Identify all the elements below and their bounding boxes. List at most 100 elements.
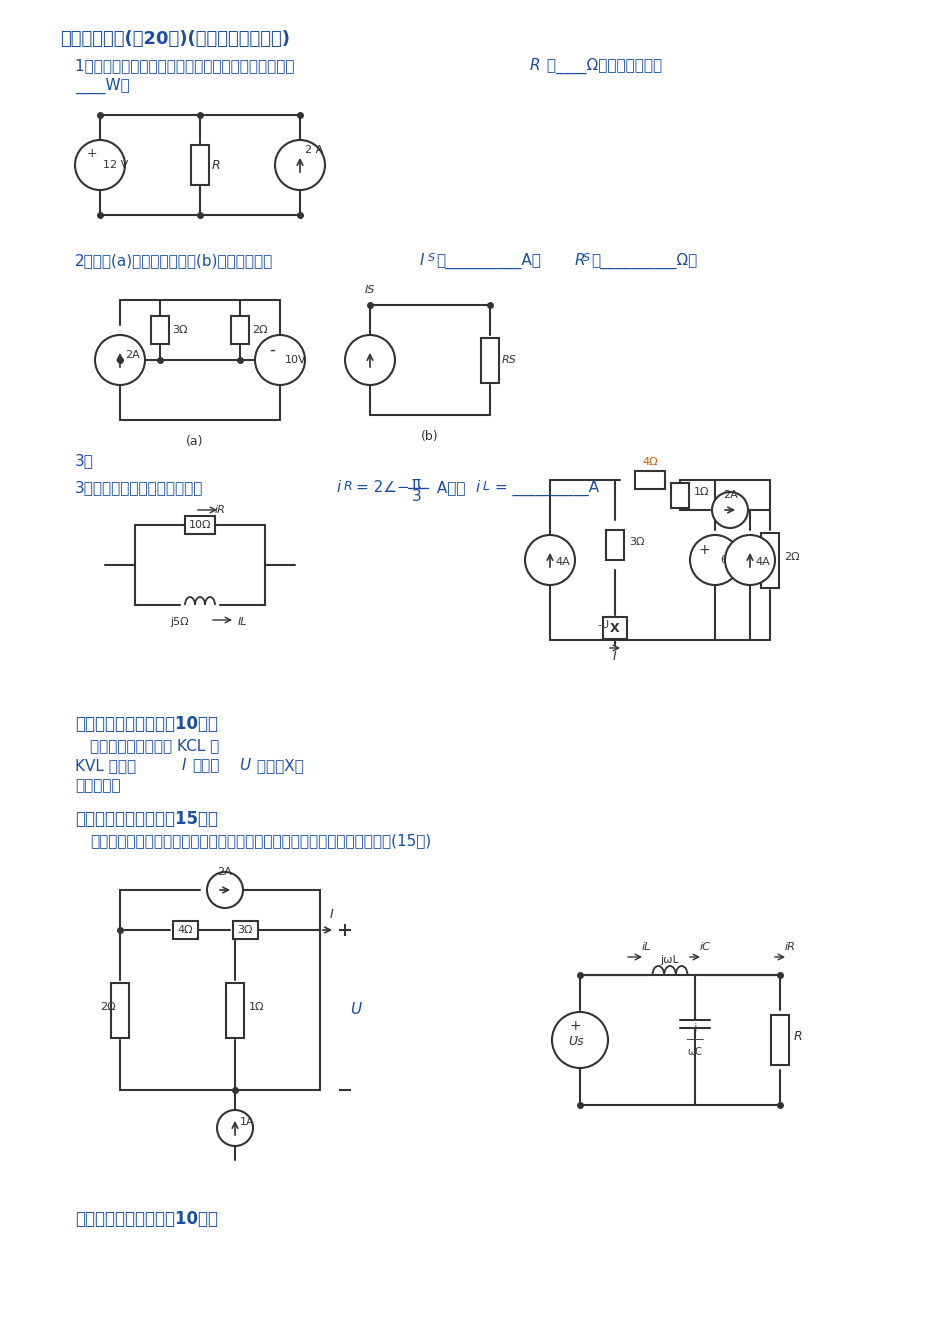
Text: S: S	[582, 253, 589, 263]
Text: iR: iR	[215, 505, 226, 514]
Bar	[185, 516, 215, 534]
Text: -j
───
ωC: -j ─── ωC	[685, 1023, 703, 1057]
Text: U̇s: U̇s	[567, 1035, 583, 1047]
Circle shape	[551, 1011, 607, 1067]
Text: 10V: 10V	[285, 355, 306, 365]
Text: 2、若图(a)的等效电路如图(b)所示，则其中: 2、若图(a)的等效电路如图(b)所示，则其中	[75, 253, 273, 269]
Text: 2Ω: 2Ω	[784, 552, 799, 562]
Text: j5Ω: j5Ω	[170, 617, 189, 627]
Text: R: R	[344, 480, 352, 493]
Text: i: i	[336, 480, 340, 496]
Bar	[605, 530, 623, 560]
Text: RS: RS	[501, 355, 516, 365]
Circle shape	[255, 335, 305, 385]
Text: 3Ω: 3Ω	[237, 925, 252, 935]
Circle shape	[75, 140, 125, 190]
Circle shape	[525, 534, 574, 585]
Bar	[173, 921, 197, 939]
Text: 三、非客观题（本大题10分）: 三、非客观题（本大题10分）	[75, 715, 218, 733]
Text: 3Ω: 3Ω	[629, 537, 644, 546]
Bar	[110, 982, 129, 1038]
Circle shape	[275, 140, 325, 190]
Text: iR: iR	[784, 942, 795, 953]
Text: 1、电路如图所示，欲使电压源输出功率为零，则电阻: 1、电路如图所示，欲使电压源输出功率为零，则电阻	[75, 57, 299, 73]
Bar	[770, 1015, 788, 1065]
Circle shape	[345, 335, 395, 385]
Text: X: X	[610, 621, 619, 635]
Text: 2 A: 2 A	[305, 146, 323, 155]
Text: 4Ω: 4Ω	[177, 925, 193, 935]
Bar	[232, 921, 257, 939]
Text: 6V: 6V	[719, 554, 733, 565]
Text: I: I	[329, 908, 333, 921]
Circle shape	[689, 534, 739, 585]
Circle shape	[217, 1110, 253, 1146]
Text: R: R	[211, 159, 220, 171]
Text: 3、: 3、	[75, 453, 93, 468]
Text: 2A: 2A	[125, 350, 140, 359]
Text: 为__________A，: 为__________A，	[435, 253, 540, 269]
Text: 为__________Ω。: 为__________Ω。	[590, 253, 697, 269]
Bar	[760, 533, 778, 588]
Text: L: L	[482, 480, 490, 493]
Text: -U: -U	[598, 620, 610, 631]
Bar	[670, 482, 688, 508]
Text: iL: iL	[641, 942, 650, 953]
Text: 2A: 2A	[722, 490, 736, 500]
Text: 五、非客观题（本大题10分）: 五、非客观题（本大题10分）	[75, 1210, 218, 1228]
Circle shape	[711, 492, 748, 528]
Bar	[602, 617, 626, 639]
Text: U: U	[239, 758, 250, 774]
Text: R: R	[574, 253, 585, 269]
Text: 12 V: 12 V	[103, 160, 128, 170]
Bar	[151, 317, 169, 343]
Bar	[226, 982, 244, 1038]
Text: -: -	[269, 341, 275, 359]
Text: 、电压: 、电压	[192, 758, 219, 774]
Text: 二、填空题：(共20分)(要求写出计算过程): 二、填空题：(共20分)(要求写出计算过程)	[59, 29, 290, 48]
Text: 4Ω: 4Ω	[642, 457, 657, 468]
Bar	[634, 472, 665, 489]
Text: (a): (a)	[186, 436, 204, 448]
Bar	[480, 338, 498, 382]
Text: IS: IS	[364, 285, 375, 295]
Text: R: R	[530, 57, 540, 73]
Text: 2Ω: 2Ω	[252, 325, 267, 335]
Text: R: R	[793, 1030, 801, 1043]
Text: IL: IL	[238, 617, 247, 627]
Text: +: +	[568, 1019, 581, 1033]
Circle shape	[724, 534, 774, 585]
Text: 10Ω: 10Ω	[189, 520, 211, 530]
Text: 4A: 4A	[754, 557, 769, 566]
Text: 2A: 2A	[217, 867, 232, 876]
Text: 写出图示电路端口的电压电流关系式，并画出其等效电路及伏安特性曲线。(15分): 写出图示电路端口的电压电流关系式，并画出其等效电路及伏安特性曲线。(15分)	[90, 834, 430, 848]
Text: I: I	[419, 253, 424, 269]
Text: 3Ω: 3Ω	[172, 325, 187, 335]
Text: 及元件X吸: 及元件X吸	[252, 758, 304, 774]
Circle shape	[207, 872, 243, 908]
Text: 收的功率。: 收的功率。	[75, 778, 121, 794]
Text: 2Ω: 2Ω	[100, 1002, 115, 1011]
Text: 四、非客观题（本大题15分）: 四、非客观题（本大题15分）	[75, 810, 218, 828]
Text: = __________A: = __________A	[490, 480, 598, 496]
Bar	[230, 317, 248, 343]
Circle shape	[95, 335, 144, 385]
Text: jωL: jωL	[660, 955, 679, 965]
Text: 为____Ω，所吸收功率为: 为____Ω，所吸收功率为	[542, 57, 662, 75]
Text: A，则: A，则	[431, 480, 465, 496]
Bar	[191, 146, 209, 184]
Text: KVL 求电流: KVL 求电流	[75, 758, 136, 774]
Text: I: I	[613, 651, 616, 663]
Text: +: +	[87, 147, 97, 159]
Text: 4A: 4A	[554, 557, 569, 566]
Text: (b): (b)	[421, 430, 438, 444]
Text: 电路如图所示，应用 KCL 与: 电路如图所示，应用 KCL 与	[90, 737, 219, 754]
Text: ____W。: ____W。	[75, 77, 129, 95]
Text: 3: 3	[412, 489, 421, 504]
Text: = 2∠−: = 2∠−	[356, 480, 409, 496]
Text: iC: iC	[700, 942, 710, 953]
Text: 1A: 1A	[240, 1117, 254, 1128]
Text: I: I	[182, 758, 186, 774]
Text: S: S	[428, 253, 434, 263]
Text: i: i	[475, 480, 479, 496]
